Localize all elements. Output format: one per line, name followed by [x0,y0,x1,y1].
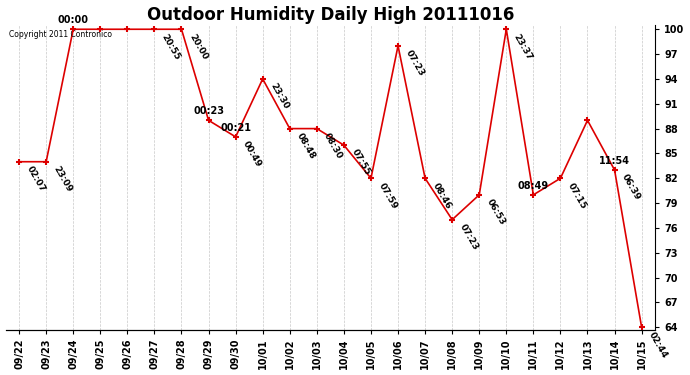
Text: 06:39: 06:39 [620,173,642,202]
Point [203,117,214,123]
Point [366,175,377,181]
Text: 23:09: 23:09 [52,165,74,194]
Point [176,26,187,32]
Point [501,26,512,32]
Text: 00:00: 00:00 [58,15,89,25]
Point [420,175,431,181]
Text: 02:07: 02:07 [25,165,47,194]
Text: 08:49: 08:49 [518,181,549,190]
Point [122,26,133,32]
Text: 00:21: 00:21 [220,123,251,133]
Text: 23:37: 23:37 [512,32,534,62]
Text: 23:30: 23:30 [268,82,290,111]
Point [636,324,647,330]
Point [230,134,241,140]
Point [555,175,566,181]
Point [582,117,593,123]
Point [41,159,52,165]
Point [95,26,106,32]
Text: 20:00: 20:00 [187,32,209,61]
Point [528,192,539,198]
Point [474,192,485,198]
Text: 08:46: 08:46 [431,181,453,210]
Text: 20:55: 20:55 [160,32,182,61]
Text: 06:53: 06:53 [485,198,507,227]
Text: 07:55: 07:55 [349,148,371,177]
Text: 07:59: 07:59 [377,181,399,210]
Point [149,26,160,32]
Text: 11:54: 11:54 [599,156,630,166]
Point [393,43,404,49]
Text: 00:23: 00:23 [193,106,224,116]
Point [68,26,79,32]
Point [257,76,268,82]
Point [609,167,620,173]
Text: 07:23: 07:23 [457,222,480,252]
Point [14,159,25,165]
Point [338,142,349,148]
Text: 07:15: 07:15 [566,181,588,210]
Text: 07:23: 07:23 [404,49,426,78]
Text: Copyright 2011 Contronico: Copyright 2011 Contronico [9,30,112,39]
Point [311,126,322,132]
Text: 08:48: 08:48 [295,131,317,160]
Title: Outdoor Humidity Daily High 20111016: Outdoor Humidity Daily High 20111016 [147,6,514,24]
Text: 02:44: 02:44 [647,330,669,360]
Text: 00:49: 00:49 [241,140,264,169]
Point [446,217,457,223]
Text: 08:30: 08:30 [322,131,344,160]
Point [284,126,295,132]
